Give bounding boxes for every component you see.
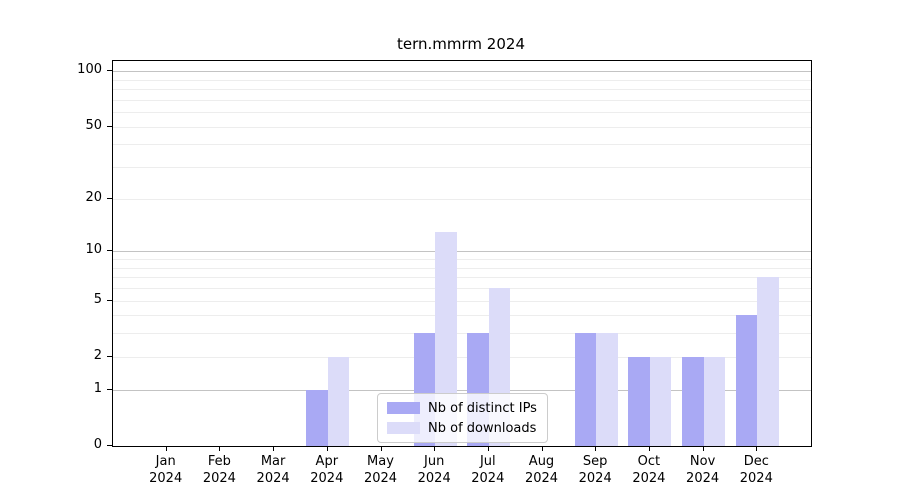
minor-gridline — [113, 356, 811, 358]
minor-gridline — [113, 288, 811, 289]
x-axis-tick-label: Mar 2024 — [256, 454, 290, 486]
x-axis-tick — [165, 446, 167, 451]
y-axis-tick — [107, 388, 112, 390]
minor-gridline — [113, 126, 811, 128]
minor-gridline — [113, 79, 811, 81]
x-axis-tick — [380, 446, 382, 451]
bar-nb-of-downloads — [596, 333, 618, 446]
x-axis-tick — [541, 446, 543, 451]
x-axis-tick — [756, 446, 758, 451]
x-axis-tick — [595, 446, 597, 451]
legend-label-downloads: Nb of downloads — [428, 420, 537, 436]
x-axis-tick-label: Aug 2024 — [524, 454, 559, 486]
y-axis-tick-label: 2 — [93, 347, 102, 363]
x-axis-tick — [487, 446, 489, 451]
x-axis-tick — [273, 446, 275, 451]
bar-nb-of-distinct-ips — [306, 389, 328, 446]
x-axis-tick-label: Feb 2024 — [202, 454, 236, 486]
major-gridline — [113, 251, 811, 253]
x-axis-tick — [702, 446, 704, 451]
y-axis-tick-label: 5 — [93, 291, 102, 307]
x-axis-tick — [648, 446, 650, 451]
x-axis-tick-label: Nov 2024 — [686, 454, 720, 486]
y-axis-tick — [107, 197, 112, 199]
x-axis-tick-label: Jun 2024 — [417, 454, 451, 486]
bar-nb-of-downloads — [649, 356, 672, 446]
bar-nb-of-distinct-ips — [574, 333, 597, 446]
minor-gridline — [113, 300, 811, 302]
y-axis-tick — [107, 70, 112, 72]
x-axis-tick-label: Dec 2024 — [739, 454, 773, 486]
minor-gridline — [113, 89, 811, 91]
x-axis-tick-label: Apr 2024 — [310, 454, 344, 486]
legend-swatch-downloads — [387, 422, 420, 434]
y-axis-tick-label: 20 — [85, 189, 102, 205]
major-gridline — [113, 389, 811, 391]
x-axis-tick — [219, 446, 221, 451]
x-axis-tick-label: Jan 2024 — [149, 454, 183, 486]
bar-nb-of-downloads — [435, 231, 457, 446]
major-gridline — [113, 71, 811, 73]
x-axis-tick — [434, 446, 436, 451]
y-axis-tick — [107, 445, 112, 446]
legend: Nb of distinct IPs Nb of downloads — [377, 393, 548, 443]
x-axis-tick-label: Sep 2024 — [578, 454, 612, 486]
bar-nb-of-distinct-ips — [682, 356, 704, 446]
x-axis-tick-label: Oct 2024 — [632, 454, 666, 486]
minor-gridline — [113, 315, 811, 317]
bar-nb-of-distinct-ips — [628, 356, 650, 446]
y-axis-tick-label: 100 — [77, 62, 102, 78]
x-axis-tick-label: May 2024 — [363, 454, 398, 486]
y-axis-tick-label: 1 — [93, 380, 102, 396]
y-axis-tick-label: 10 — [85, 242, 102, 258]
y-axis-tick-label: 50 — [85, 117, 102, 133]
y-axis-tick — [107, 355, 112, 357]
minor-gridline — [113, 144, 811, 146]
minor-gridline — [113, 112, 811, 114]
x-axis-tick — [326, 446, 328, 451]
y-axis-tick — [107, 299, 112, 301]
legend-swatch-distinct-ips — [387, 402, 420, 414]
minor-gridline — [113, 267, 811, 269]
chart-title: tern.mmrm 2024 — [397, 35, 525, 53]
minor-gridline — [113, 99, 811, 101]
bar-nb-of-downloads — [757, 277, 779, 446]
y-axis-tick-label: 0 — [93, 437, 102, 452]
minor-gridline — [113, 333, 811, 335]
bar-nb-of-downloads — [703, 356, 726, 446]
minor-gridline — [113, 167, 811, 169]
minor-gridline — [113, 259, 811, 260]
minor-gridline — [113, 198, 811, 200]
bar-nb-of-downloads — [327, 356, 350, 446]
x-axis-tick-label: Jul 2024 — [471, 454, 505, 486]
y-axis-tick — [107, 125, 112, 127]
legend-label-distinct-ips: Nb of distinct IPs — [428, 400, 537, 416]
plot-area: Nb of distinct IPs Nb of downloads — [112, 60, 812, 447]
minor-gridline — [113, 277, 811, 279]
y-axis-tick — [107, 250, 112, 252]
bar-nb-of-distinct-ips — [735, 315, 758, 446]
legend-item-downloads: Nb of downloads — [387, 420, 537, 436]
legend-item-distinct-ips: Nb of distinct IPs — [387, 400, 537, 416]
